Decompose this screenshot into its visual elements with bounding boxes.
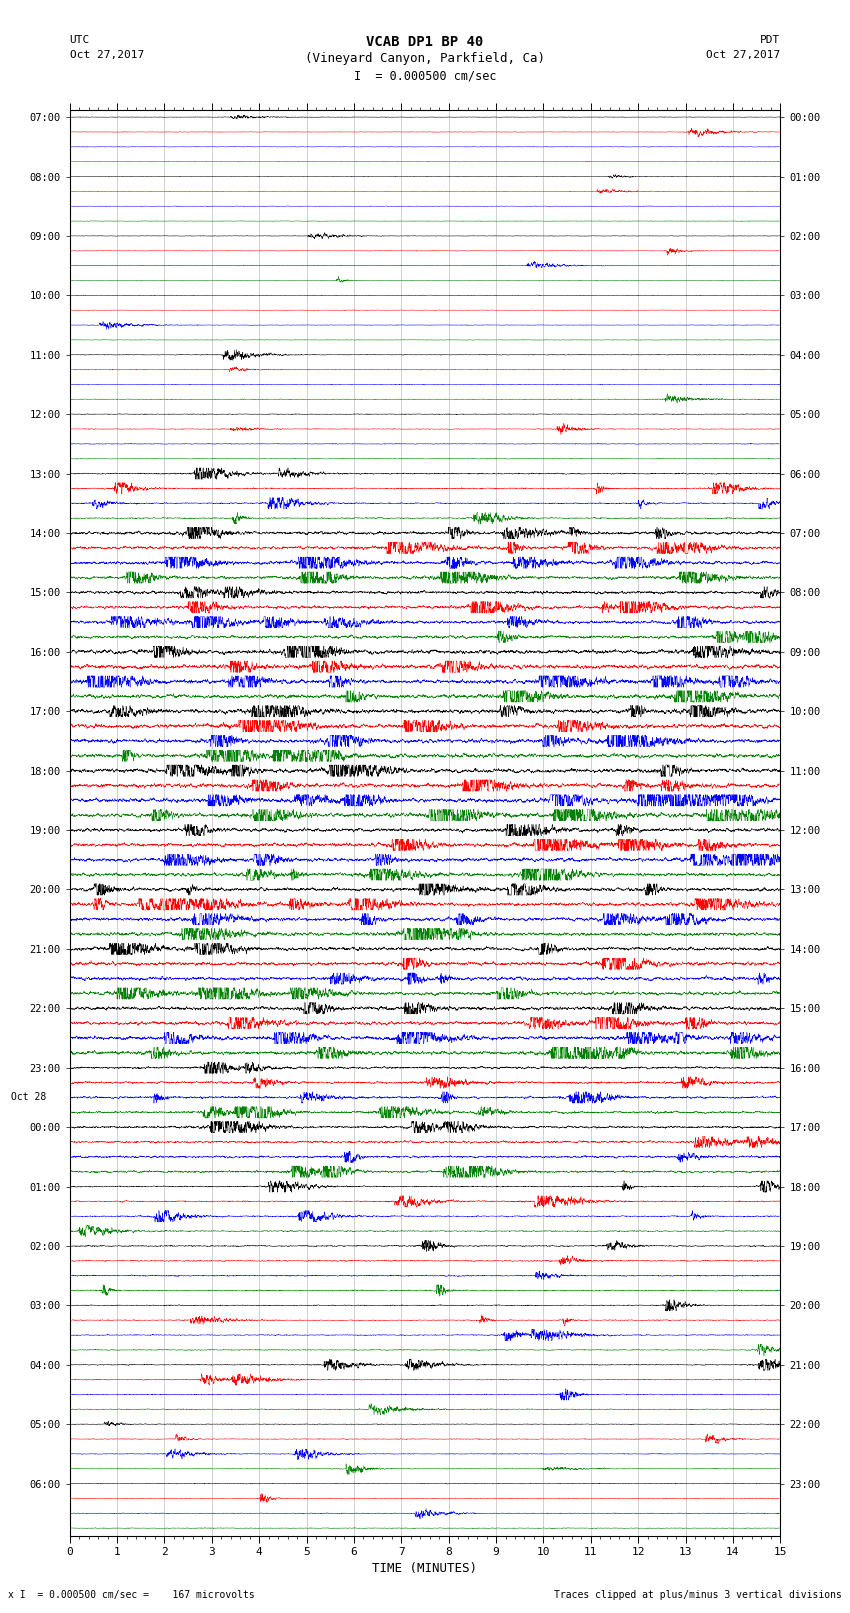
- Text: PDT: PDT: [760, 35, 780, 45]
- Text: I  = 0.000500 cm/sec: I = 0.000500 cm/sec: [354, 69, 496, 82]
- Text: Traces clipped at plus/minus 3 vertical divisions: Traces clipped at plus/minus 3 vertical …: [553, 1590, 842, 1600]
- X-axis label: TIME (MINUTES): TIME (MINUTES): [372, 1561, 478, 1574]
- Text: Oct 28: Oct 28: [11, 1092, 46, 1102]
- Text: (Vineyard Canyon, Parkfield, Ca): (Vineyard Canyon, Parkfield, Ca): [305, 52, 545, 65]
- Text: Oct 27,2017: Oct 27,2017: [70, 50, 144, 60]
- Text: UTC: UTC: [70, 35, 90, 45]
- Text: x I  = 0.000500 cm/sec =    167 microvolts: x I = 0.000500 cm/sec = 167 microvolts: [8, 1590, 255, 1600]
- Text: Oct 27,2017: Oct 27,2017: [706, 50, 780, 60]
- Text: VCAB DP1 BP 40: VCAB DP1 BP 40: [366, 35, 484, 50]
